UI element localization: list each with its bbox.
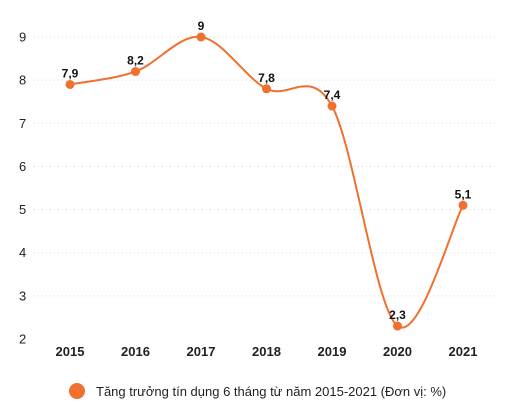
x-tick-label: 2016 xyxy=(121,344,150,359)
data-point xyxy=(393,321,402,331)
y-tick-label: 9 xyxy=(19,30,26,45)
x-tick-label: 2017 xyxy=(187,344,216,359)
data-label: 8,2 xyxy=(127,54,144,68)
data-label: 7,8 xyxy=(258,71,275,85)
data-label: 7,9 xyxy=(62,66,79,80)
legend: Tăng trưởng tín dụng 6 tháng từ năm 2015… xyxy=(69,383,446,399)
legend-marker xyxy=(69,383,85,399)
x-axis-ticks: 2015 2016 2017 2018 2019 2020 2021 xyxy=(56,344,478,359)
y-tick-label: 5 xyxy=(19,202,26,217)
x-tick-label: 2019 xyxy=(318,344,347,359)
data-point xyxy=(458,200,468,210)
y-tick-label: 6 xyxy=(19,159,26,174)
y-tick-label: 4 xyxy=(19,245,26,260)
data-point xyxy=(131,67,140,77)
y-axis-ticks: 2 3 4 5 6 7 8 9 xyxy=(19,30,26,347)
x-tick-label: 2020 xyxy=(383,344,412,359)
y-tick-label: 7 xyxy=(19,116,26,131)
legend-label: Tăng trưởng tín dụng 6 tháng từ năm 2015… xyxy=(96,384,446,399)
data-point xyxy=(262,84,271,94)
data-points xyxy=(65,32,468,331)
data-label: 7,4 xyxy=(324,88,341,102)
x-tick-label: 2015 xyxy=(56,344,85,359)
y-tick-label: 8 xyxy=(19,73,26,88)
data-label: 5,1 xyxy=(455,187,472,201)
data-label: 2,3 xyxy=(389,308,406,322)
x-tick-label: 2018 xyxy=(252,344,281,359)
data-point xyxy=(196,32,206,42)
data-point xyxy=(65,79,75,89)
y-tick-label: 3 xyxy=(19,288,26,303)
y-tick-label: 2 xyxy=(19,332,26,347)
gridlines xyxy=(34,36,498,297)
series-line xyxy=(69,35,464,329)
data-point xyxy=(327,101,337,111)
data-label: 9 xyxy=(198,19,205,33)
x-tick-label: 2021 xyxy=(449,344,478,359)
data-labels: 7,9 8,2 9 7,8 7,4 2,3 5,1 xyxy=(62,19,472,322)
